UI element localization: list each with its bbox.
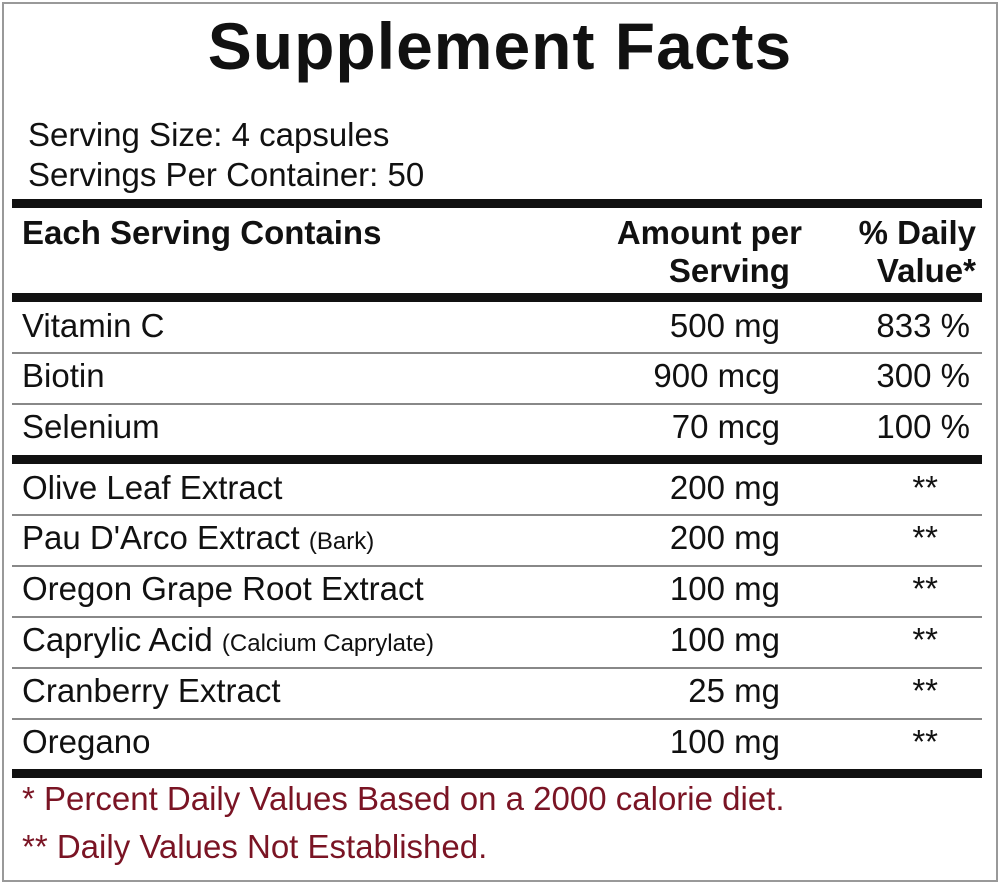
row-amount: 70 mcg: [671, 408, 780, 445]
row-name: Cranberry Extract: [22, 672, 281, 709]
serving-size: Serving Size: 4 capsules: [28, 116, 390, 153]
row-amount: 200 mg: [669, 519, 780, 556]
row-amount: 500 mg: [669, 307, 780, 344]
row-dv: **: [912, 570, 938, 607]
row-amount: 100 mg: [669, 723, 780, 760]
row-amount: 25 mg: [688, 672, 780, 709]
row-name: Pau D'Arco Extract (Bark): [22, 519, 375, 556]
row-dv: 100 %: [876, 408, 970, 445]
row-name: Selenium: [22, 408, 160, 445]
row-dv: 300 %: [876, 357, 970, 394]
title: Supplement Facts: [207, 9, 793, 83]
row-divider: [12, 667, 982, 669]
row-amount: 200 mg: [669, 469, 780, 506]
header-amount-line: Serving: [668, 252, 790, 289]
header-dv: % Daily Value*: [859, 214, 976, 290]
header-dv-line: % Daily: [858, 214, 976, 251]
header-name: Each Serving Contains: [22, 214, 382, 251]
row-divider: [12, 616, 982, 618]
row-divider: [12, 514, 982, 516]
row-dv: **: [912, 723, 938, 760]
row-dv: **: [912, 469, 938, 506]
row-note: (Bark): [308, 528, 375, 555]
row-name: Olive Leaf Extract: [22, 469, 283, 506]
row-dv: 833 %: [876, 307, 970, 344]
header-amount: Amount per Serving: [617, 214, 802, 290]
row-dv: **: [912, 621, 938, 658]
row-name: Vitamin C: [22, 307, 165, 344]
row-divider: [12, 565, 982, 567]
row-amount: 900 mcg: [653, 357, 780, 394]
footnote: ** Daily Values Not Established.: [22, 828, 488, 865]
header-dv-line: Value*: [876, 252, 976, 289]
row-amount: 100 mg: [669, 621, 780, 658]
row-name: Oregano: [22, 723, 151, 760]
row-divider: [12, 403, 982, 405]
footnote: * Percent Daily Values Based on a 2000 c…: [22, 780, 785, 817]
row-divider: [12, 352, 982, 354]
row-note: (Calcium Caprylate): [221, 630, 434, 657]
row-name: Caprylic Acid (Calcium Caprylate): [22, 621, 434, 658]
row-name: Oregon Grape Root Extract: [22, 570, 424, 607]
divider: [12, 769, 982, 778]
row-amount: 100 mg: [669, 570, 780, 607]
row-dv: **: [912, 672, 938, 709]
row-divider: [12, 718, 982, 720]
divider: [12, 199, 982, 208]
servings-per-container: Servings Per Container: 50: [28, 156, 425, 193]
header-amount-line: Amount per: [616, 214, 802, 251]
row-dv: **: [912, 519, 938, 556]
row-name: Biotin: [22, 357, 105, 394]
divider: [12, 293, 982, 302]
divider: [12, 455, 982, 464]
